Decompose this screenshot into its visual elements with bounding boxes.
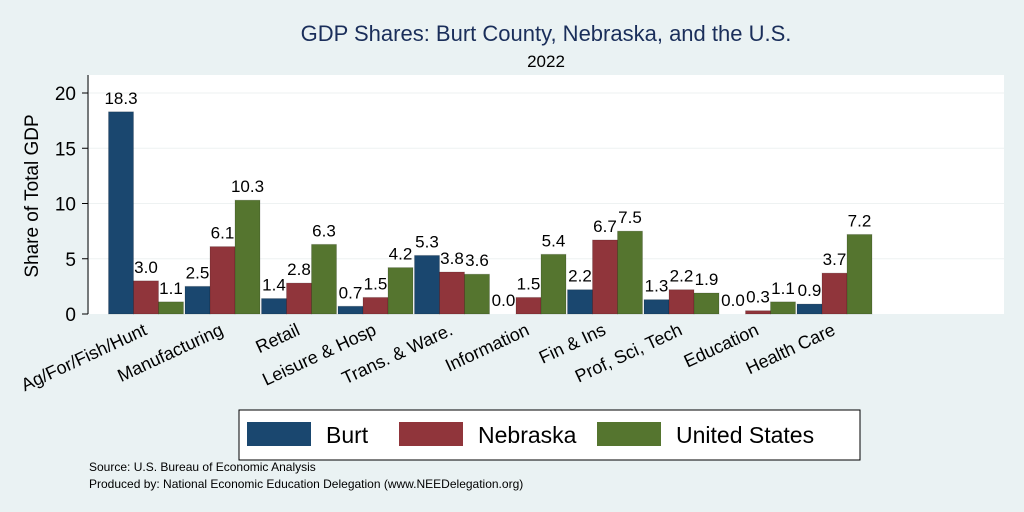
category-label: Ag/For/Fish/Hunt [18,319,150,395]
bar [209,246,236,315]
bar [617,230,643,315]
bar-value-label: 3.0 [134,258,158,277]
bar [133,280,159,315]
bar [108,111,134,315]
legend: Burt Nebraska United States [247,422,814,448]
legend-box [238,409,861,461]
bar [362,296,389,315]
bars-group [108,111,873,315]
bar-value-label: 5.4 [542,231,566,250]
y-tick-label: 15 [55,139,76,160]
bar-value-label: 10.3 [231,177,264,196]
bar-value-label: 0.0 [492,291,516,310]
bar-value-label: 0.0 [721,291,745,310]
bar [796,303,823,315]
legend-swatch [597,422,661,446]
bar [184,285,211,315]
bar [158,301,184,315]
bar [337,305,364,315]
bar [464,273,490,315]
bar [515,296,542,315]
y-tick-label: 5 [65,250,76,271]
legend-label: Nebraska [478,422,577,448]
bar-value-label: 7.5 [618,208,642,227]
source-note: Source: U.S. Bureau of Economic Analysis [89,460,316,474]
category-label: Retail [253,319,303,357]
bar [439,271,465,315]
bar [668,289,695,315]
y-tick-label: 10 [55,195,76,216]
legend-swatch [247,422,311,446]
bar [540,253,567,315]
bar [261,298,287,315]
bar-value-label: 1.1 [159,279,183,298]
bar [286,282,312,315]
bar [745,310,771,315]
bar-value-label: 18.3 [104,89,137,108]
bar [770,301,796,315]
chart-title: GDP Shares: Burt County, Nebraska, and t… [301,21,792,46]
bar-value-label: 6.3 [312,221,336,240]
bar [234,199,261,315]
bar [846,233,873,315]
bar-value-label: 3.6 [465,251,489,270]
bar-value-label: 1.5 [364,274,388,293]
bar-value-label: 2.5 [186,263,210,282]
bar [414,254,440,315]
y-axis-label: Share of Total GDP [22,114,43,277]
bar-value-label: 7.2 [848,211,872,230]
value-labels: 18.33.01.12.56.110.31.42.86.30.7 1.54.25.… [104,89,871,310]
bar [821,272,848,315]
chart-subtitle: 2022 [527,52,565,71]
bar [311,243,337,315]
bar-value-label: 0.7 [339,283,363,302]
bar [567,289,593,315]
bar-value-label: 1.9 [695,270,719,289]
bar-value-label: 1.3 [645,277,669,296]
bar [387,267,414,315]
bar-value-label: 5.3 [415,232,439,251]
bar-value-label: 3.7 [823,250,847,269]
legend-label: Burt [326,422,369,448]
bar-value-label: 2.8 [287,260,311,279]
legend-swatch [399,422,463,446]
bar [643,299,670,315]
bar-value-label: 0.3 [746,288,770,307]
bar-value-label: 0.9 [798,281,822,300]
bar-value-label: 6.1 [211,224,235,243]
bar-value-label: 2.2 [670,267,694,286]
y-tick-label: 0 [65,305,76,326]
bar-value-label: 3.8 [440,249,464,268]
legend-label: United States [676,422,814,448]
category-label: Information [442,319,532,375]
y-tick-label: 20 [55,84,76,105]
bar-value-label: 1.5 [517,274,541,293]
bar-value-label: 4.2 [389,245,413,264]
bar-value-label: 1.1 [771,279,795,298]
bar-value-label: 6.7 [593,217,617,236]
bar-value-label: 2.2 [568,267,592,286]
bar [693,292,720,315]
bar [592,239,618,315]
produced-note: Produced by: National Economic Education… [89,477,523,491]
bar-value-label: 1.4 [262,276,286,295]
y-axis-ticks: 0 5 10 15 20 [55,84,88,326]
